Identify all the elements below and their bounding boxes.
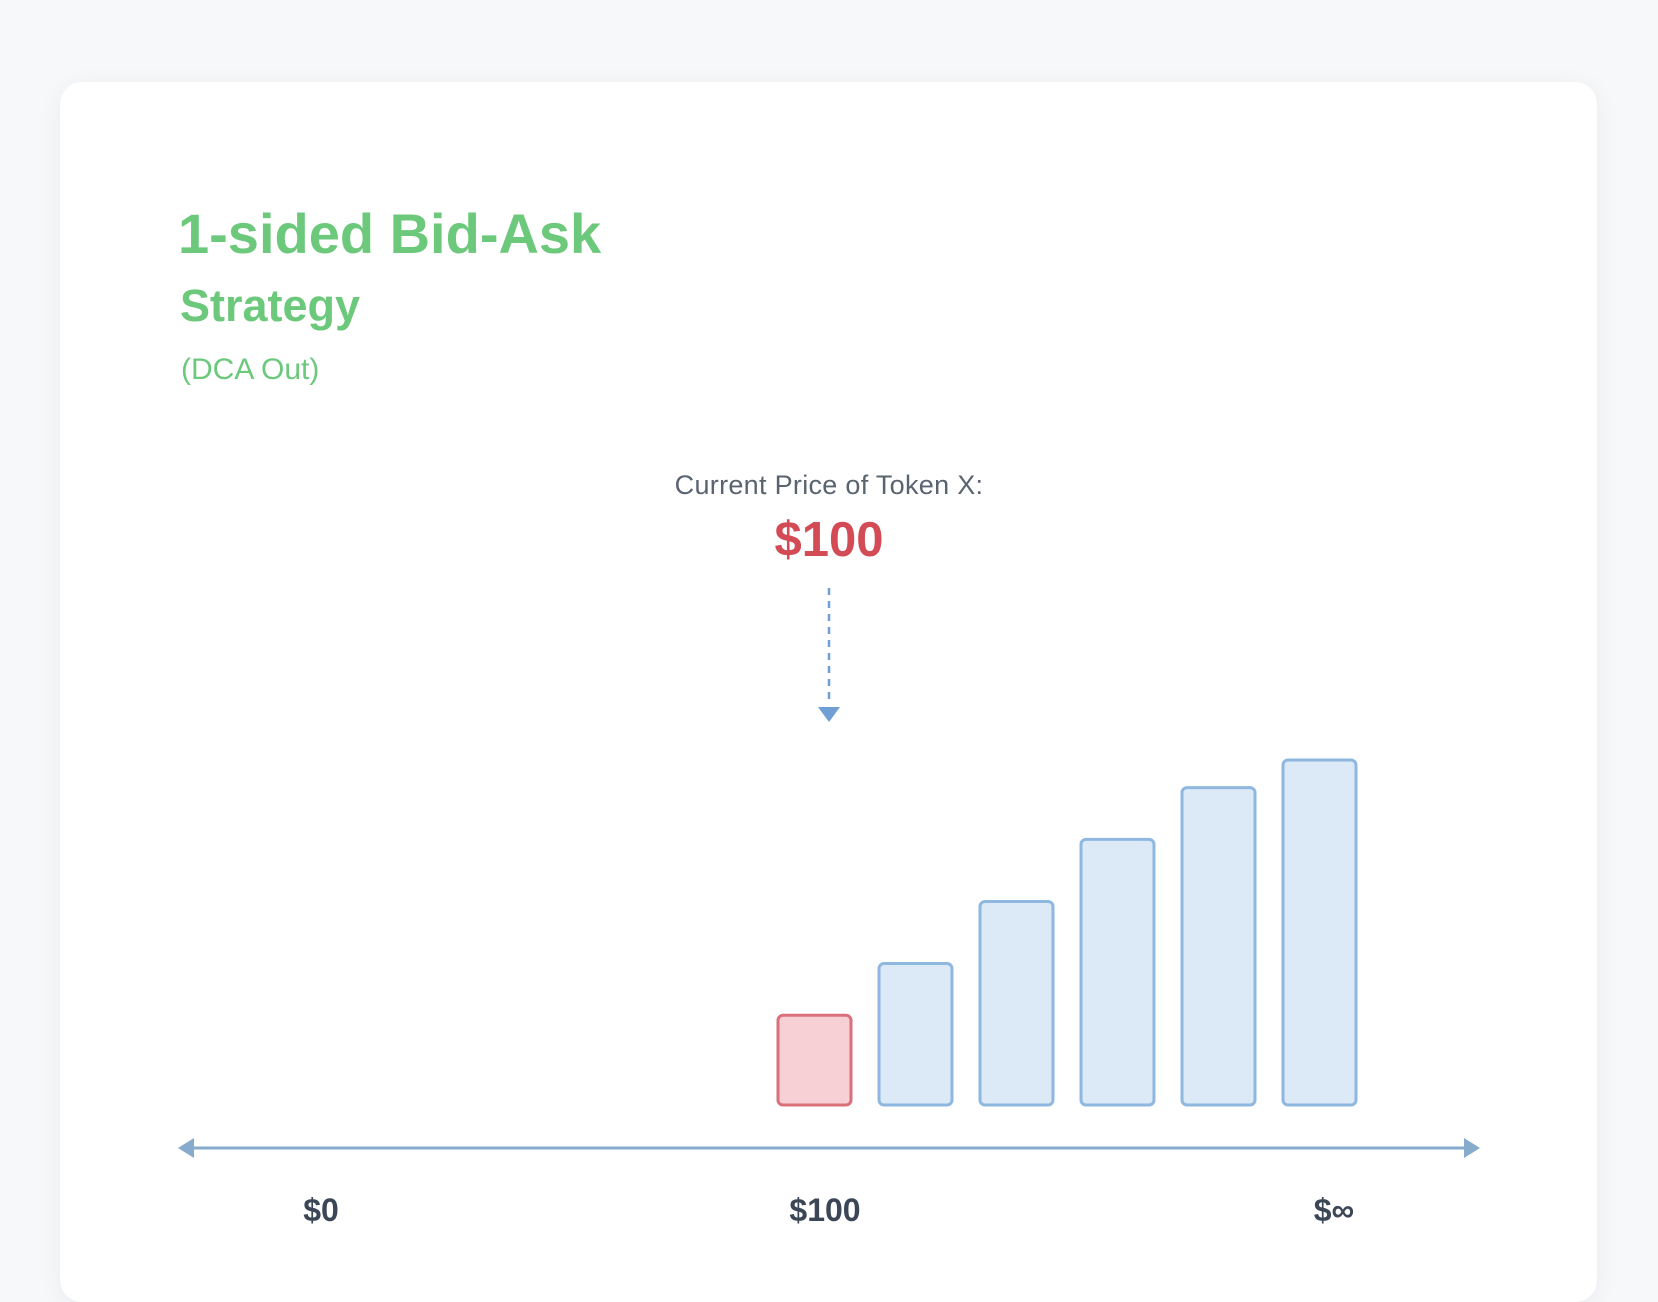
ask-bin-1 xyxy=(877,962,954,1107)
diagram-subtitle: Strategy xyxy=(180,280,361,331)
price-pointer-arrowhead xyxy=(818,707,840,722)
ask-bin-5 xyxy=(1281,758,1358,1107)
axis-left-arrowhead xyxy=(178,1138,194,1158)
current-price-label: Current Price of Token X: xyxy=(674,470,984,500)
axis-label-current: $100 xyxy=(789,1192,861,1228)
liquidity-bins xyxy=(776,758,1358,1107)
ask-bin-4 xyxy=(1180,786,1257,1107)
diagram-note: (DCA Out) xyxy=(181,353,320,386)
axis-label-infinity: $∞ xyxy=(1313,1192,1355,1228)
bin-diagram xyxy=(178,588,1480,1158)
axis-label-zero: $0 xyxy=(303,1192,339,1228)
axis-right-arrowhead xyxy=(1464,1138,1480,1158)
diagram-title: 1-sided Bid-Ask xyxy=(178,202,602,265)
ask-bin-2 xyxy=(978,899,1055,1107)
current-price-value: $100 xyxy=(774,513,884,567)
current-price-bin xyxy=(776,1013,853,1107)
ask-bin-3 xyxy=(1079,837,1156,1107)
